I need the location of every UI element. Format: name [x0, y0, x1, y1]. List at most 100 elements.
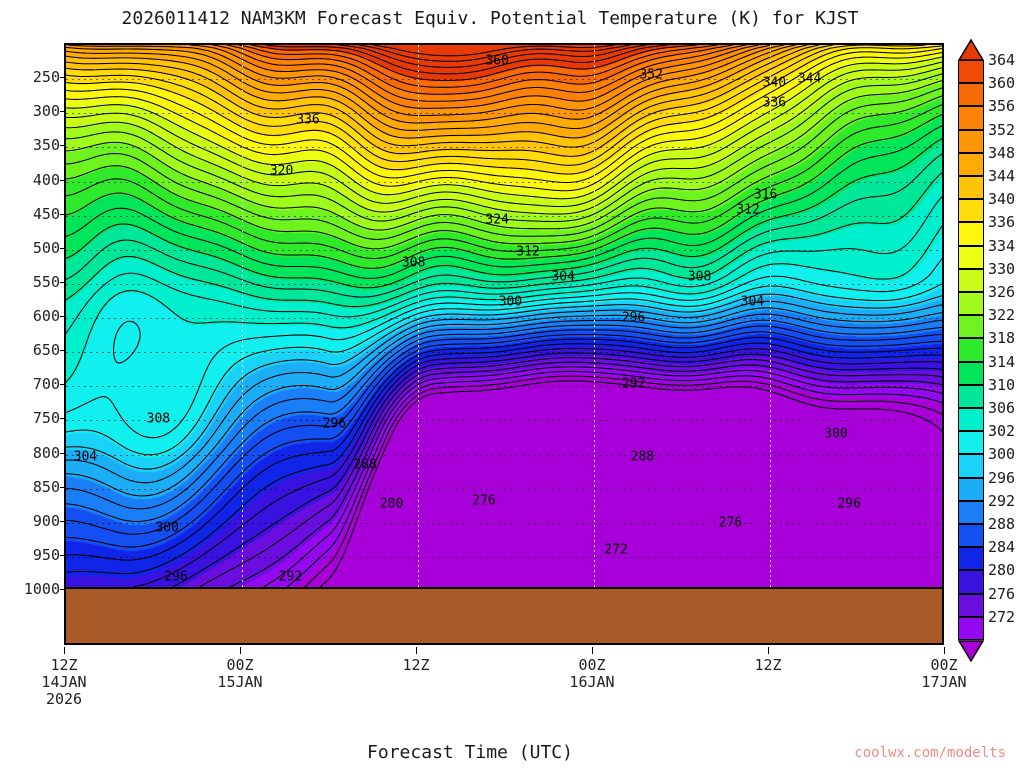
colorbar-swatch	[958, 477, 984, 501]
contour-lines	[66, 45, 942, 590]
page-title: 2026011412 NAM3KM Forecast Equiv. Potent…	[121, 8, 859, 29]
grid-line-horizontal	[66, 283, 942, 285]
colorbar-under-arrow	[957, 640, 985, 663]
x-tick-time: 00Z	[930, 656, 958, 674]
x-tick-time: 12Z	[50, 656, 78, 674]
colorbar-swatch	[958, 292, 984, 316]
contour-label: 304	[551, 269, 575, 285]
colorbar-tick-label: 322	[988, 306, 1016, 325]
colorbar-tick-label: 310	[988, 375, 1016, 394]
colorbar-swatch	[958, 384, 984, 408]
x-tick-mark	[768, 647, 769, 654]
y-tick-label: 500	[32, 238, 60, 257]
colorbar-swatch	[958, 524, 984, 548]
contour-label: 324	[485, 212, 509, 228]
colorbar-swatch	[958, 408, 984, 432]
y-tick-label: 1000	[23, 580, 60, 598]
colorbar-tick-label: 280	[988, 561, 1016, 580]
colorbar-tick-label: 288	[988, 515, 1016, 533]
grid-line-horizontal	[66, 249, 942, 251]
colorbar-swatch	[958, 361, 984, 385]
colorbar-swatch	[958, 245, 984, 269]
colorbar-tick-label: 352	[988, 120, 1016, 139]
contour-label: 308	[401, 255, 426, 271]
colorbar-tick-label: 318	[988, 329, 1016, 348]
grid-line-vertical	[418, 45, 419, 643]
y-tick-label: 800	[32, 443, 60, 462]
x-tick-time: 12Z	[754, 656, 782, 674]
y-tick-mark	[60, 179, 66, 181]
y-tick-mark	[60, 384, 66, 386]
colorbar-swatch	[958, 106, 984, 130]
colorbar-swatch	[958, 593, 984, 617]
contour-label: 300	[155, 520, 179, 536]
colorbar-swatch	[958, 616, 984, 640]
y-tick-label: 400	[32, 170, 60, 189]
contour-label: 304	[740, 294, 765, 310]
colorbar-tick-label: 326	[988, 283, 1016, 301]
grid-line-horizontal	[66, 420, 942, 422]
x-tick-time: 00Z	[578, 656, 606, 674]
grid-line-vertical	[242, 45, 243, 643]
y-tick-mark	[60, 350, 66, 352]
x-tick-time: 00Z	[226, 656, 254, 674]
grid-line-vertical	[770, 45, 771, 643]
contour-label: 316	[753, 187, 778, 203]
colorbar-over-arrow	[957, 38, 985, 61]
y-axis: 250 300 350 400 450 500 550 600 650 700 750 800 850 9…	[0, 43, 66, 645]
grid-line-horizontal	[66, 522, 942, 524]
x-tick-date: 15JAN	[217, 673, 263, 691]
contour-label: 304	[73, 449, 98, 465]
colorbar-swatch	[958, 338, 984, 362]
contour-label: 276	[718, 515, 743, 531]
x-tick-label: 00Z 16JAN	[569, 657, 614, 691]
contour-label: 280	[379, 496, 404, 512]
colorbar-swatch	[958, 570, 984, 594]
y-tick-mark	[60, 111, 66, 113]
contour-label: 296	[322, 416, 347, 432]
colorbar-swatch	[958, 152, 984, 176]
y-tick-mark	[60, 77, 66, 79]
colorbar-swatch	[958, 60, 984, 84]
colorbar-swatch	[958, 454, 984, 478]
y-tick-label: 700	[32, 375, 60, 394]
contour-label: 344	[797, 71, 822, 87]
grid-line-horizontal	[66, 215, 942, 217]
contour-label: 296	[837, 496, 861, 512]
contour-label: 308	[146, 411, 171, 427]
y-tick-mark	[60, 554, 66, 556]
colorbar-tick-label: 340	[988, 190, 1016, 209]
contour-label: 336	[762, 95, 787, 111]
colorbar-tick-label: 364	[988, 51, 1016, 69]
y-tick-label: 250	[32, 68, 60, 87]
x-tick-date: 14JAN	[41, 673, 87, 691]
colorbar-tick-label: 344	[988, 167, 1016, 185]
colorbar-tick-label: 348	[988, 143, 1016, 162]
contour-label: 300	[824, 426, 848, 442]
colorbar-tick-label: 302	[988, 422, 1016, 441]
y-tick-label: 600	[32, 307, 60, 325]
y-tick-mark	[60, 145, 66, 147]
x-tick-year: 2026	[45, 690, 83, 708]
colorbar-tick-label: 276	[988, 584, 1016, 603]
grid-line-horizontal	[66, 318, 942, 319]
x-tick-mark	[944, 647, 945, 654]
y-tick-label: 550	[32, 272, 60, 291]
contour-label: 296	[164, 569, 188, 585]
y-tick-label: 850	[32, 477, 60, 496]
y-tick-mark	[60, 213, 66, 215]
y-tick-label: 350	[32, 136, 60, 155]
y-tick-mark	[60, 452, 66, 454]
y-tick-label: 650	[32, 341, 60, 360]
colorbar-tick-label: 330	[988, 259, 1016, 278]
x-axis-label: Forecast Time (UTC)	[367, 742, 573, 763]
colorbar-tick-label: 314	[988, 352, 1016, 371]
y-tick-mark	[60, 281, 66, 283]
contour-label: 272	[604, 542, 628, 558]
contour-label: 360	[485, 53, 509, 69]
x-tick-mark	[416, 647, 417, 654]
grid-line-horizontal	[66, 352, 942, 354]
y-tick-mark	[60, 520, 66, 522]
y-tick-label: 300	[32, 102, 60, 121]
colorbar-tick-label: 356	[988, 97, 1016, 116]
